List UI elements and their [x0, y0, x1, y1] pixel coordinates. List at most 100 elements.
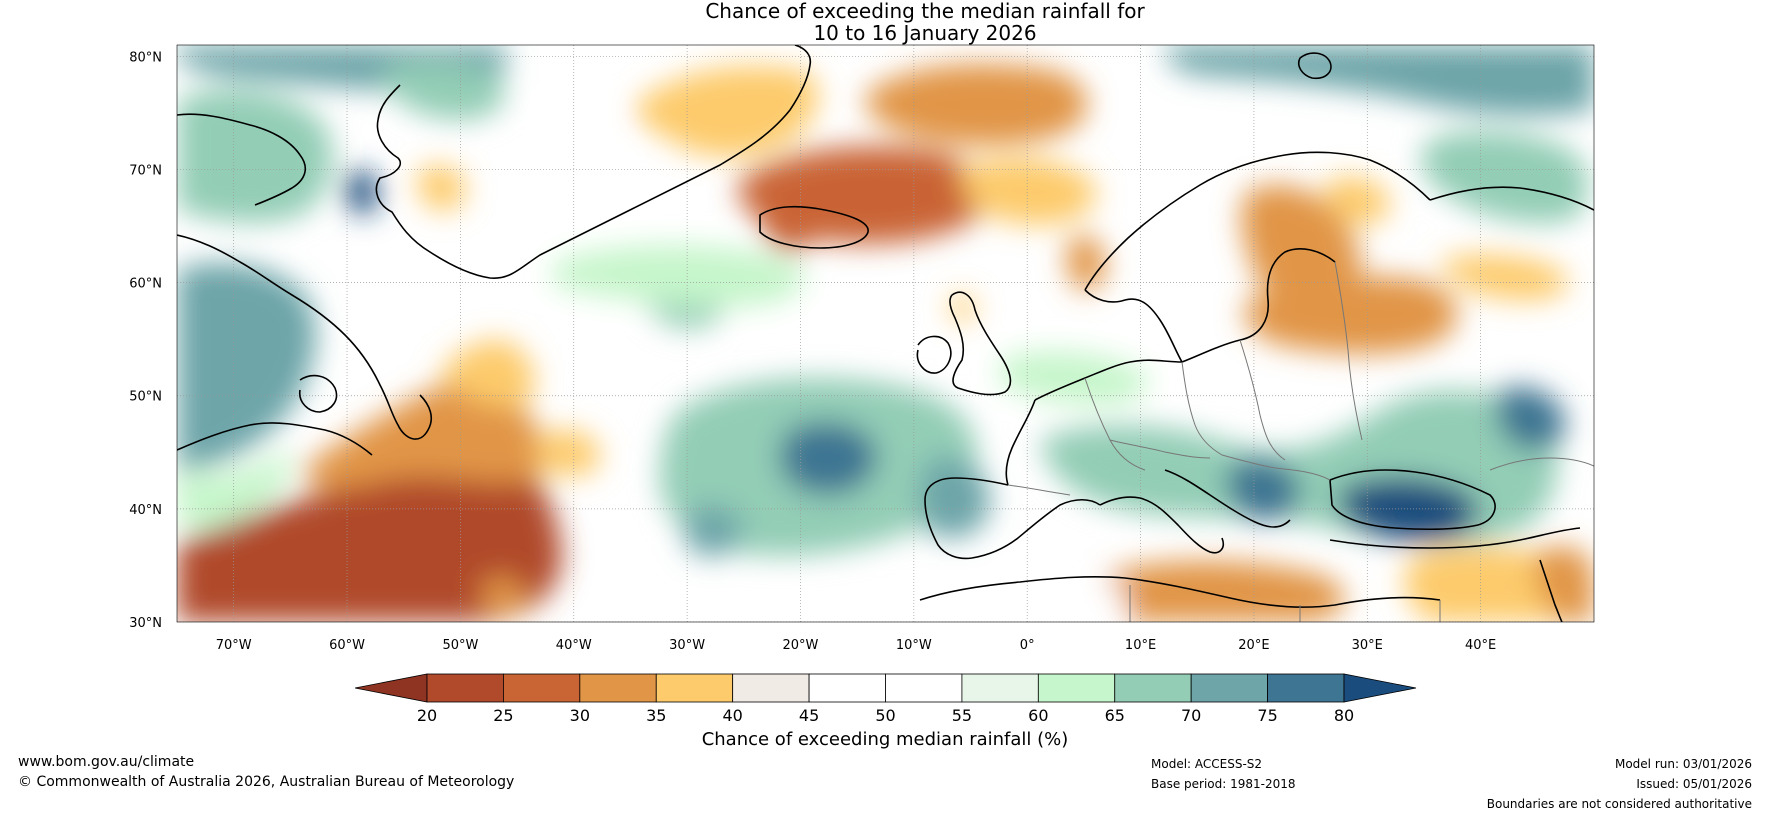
coast-scandinavia — [1084, 151, 1431, 291]
coast-norway-south — [1084, 289, 1183, 363]
coast-nova-scotia — [177, 422, 373, 456]
colorbar-label: Chance of exceeding median rainfall (%) — [702, 729, 1069, 750]
footer-issued: Issued: 05/01/2026 — [1636, 777, 1752, 791]
region-caucasus-wet — [1496, 386, 1566, 451]
colorbar-tick-label: 80 — [1334, 706, 1354, 725]
border-alps — [1109, 439, 1211, 459]
latitude-label: 80°N — [129, 50, 162, 65]
colorbar-tick-label: 65 — [1105, 706, 1125, 725]
latitude-label: 50°N — [129, 390, 162, 405]
region-nw-atlantic-dry-tip — [480, 576, 526, 615]
map-frame — [176, 44, 1595, 623]
border-balkans — [1221, 454, 1331, 481]
colorbar-extension-high — [1343, 673, 1417, 703]
region-balkans-wet — [1226, 457, 1301, 521]
region-neutral-patch-1 — [554, 106, 620, 150]
coast-europe-north — [1034, 359, 1183, 401]
coast-north-africa — [919, 575, 1441, 608]
coastlines — [177, 45, 1594, 622]
colorbar-bin — [579, 673, 657, 703]
region-mid-atlantic-wet — [780, 421, 878, 495]
region-westeuro-light-wet — [1000, 351, 1148, 405]
colorbar: 20 25 30 35 40 45 50 55 60 65 70 75 80 — [354, 673, 1417, 725]
region-western-russia-dry — [1244, 276, 1458, 354]
region-iceland-dry-3 — [960, 157, 1097, 225]
colorbar-tick-label: 50 — [875, 706, 895, 725]
longitude-labels: 70°W 60°W 50°W 40°W 30°W 20°W 10°W 0° 10°E 20°E 30… — [216, 638, 1497, 653]
coast-black-sea — [1329, 469, 1496, 531]
longitude-label: 10°W — [896, 638, 932, 653]
coast-baffin — [177, 113, 307, 206]
longitude-label: 30°W — [669, 638, 705, 653]
longitude-label: 70°W — [216, 638, 252, 653]
map-panel — [177, 45, 1594, 622]
colorbar-tick-label: 60 — [1028, 706, 1048, 725]
border-germany-poland — [1181, 361, 1223, 456]
region-iceland-dry-core — [760, 216, 815, 252]
region-iceland-dry-2 — [865, 64, 1088, 146]
longitude-label: 40°W — [556, 638, 592, 653]
map-title-line-1: Chance of exceeding the median rainfall … — [705, 0, 1145, 23]
longitude-label: 50°W — [442, 638, 478, 653]
region-russia-dry-edge — [1440, 254, 1569, 300]
region-russia-north-wet — [1421, 131, 1588, 224]
latitude-label: 40°N — [129, 503, 162, 518]
region-nw-atlantic-dry-fringe — [440, 339, 535, 407]
coast-great-britain — [949, 291, 1012, 396]
colorbar-tick-label: 55 — [952, 706, 972, 725]
colorbar-tick-label: 70 — [1181, 706, 1201, 725]
longitude-label: 10°E — [1125, 638, 1156, 653]
border-north-africa — [1129, 585, 1441, 622]
region-baffin-wet — [345, 170, 379, 215]
colorbar-bin — [503, 673, 581, 703]
region-neutral-patch-2 — [1090, 585, 1129, 617]
colorbar-bin — [961, 673, 1039, 703]
colorbar-bin — [1114, 673, 1192, 703]
coast-labrador — [177, 234, 432, 440]
colorbar-tick-label: 35 — [646, 706, 666, 725]
footer-copyright: © Commonwealth of Australia 2026, Austra… — [18, 774, 515, 790]
coast-greenland — [375, 45, 812, 279]
coast-baltic — [1181, 248, 1336, 363]
latitude-label: 70°N — [129, 163, 162, 178]
longitude-label: 40°E — [1465, 638, 1496, 653]
coast-adriatic-balkans — [1164, 469, 1291, 528]
colorbar-tick-label: 25 — [493, 706, 513, 725]
colorbar-bin — [1190, 673, 1268, 703]
colorbar-bin — [1267, 673, 1345, 703]
longitude-label: 0° — [1020, 638, 1035, 653]
region-iberia-wet — [919, 457, 990, 539]
region-greenland-sea-dry — [634, 66, 819, 157]
border-france-spain — [1007, 484, 1071, 496]
footer-url[interactable]: www.bom.gov.au/climate — [18, 754, 195, 770]
region-greenland-east-dry — [416, 165, 466, 212]
colorbar-tick-label: 45 — [799, 706, 819, 725]
coast-iberia — [924, 477, 1101, 560]
longitude-label: 20°W — [783, 638, 819, 653]
coast-levant — [1539, 559, 1563, 622]
coast-iceland — [759, 205, 869, 249]
longitude-label: 30°E — [1352, 638, 1383, 653]
colorbar-tick-label: 30 — [570, 706, 590, 725]
region-gulf-wet — [177, 450, 292, 531]
latitude-label: 30°N — [129, 616, 162, 631]
footer-disclaimer: Boundaries are not considered authoritat… — [1486, 797, 1752, 811]
region-atlantic-light-wet — [551, 245, 805, 307]
colorbar-tick-label: 20 — [417, 706, 437, 725]
coast-newfoundland — [298, 374, 338, 413]
region-azores-wet — [684, 506, 742, 557]
coast-france-atlantic — [1005, 399, 1036, 486]
colorbar-bin — [426, 673, 504, 703]
region-barents-wet-fringe — [1166, 45, 1594, 116]
colorbar-bin — [1037, 673, 1116, 703]
coast-italy — [1099, 496, 1225, 554]
region-labrador-wet-fringe — [177, 263, 316, 470]
region-greenland-interior-wet — [380, 61, 506, 120]
map-title-line-2: 10 to 16 January 2026 — [813, 21, 1037, 45]
colorbar-tick-label: 75 — [1257, 706, 1277, 725]
region-nw-atlantic-dry-edge — [300, 380, 547, 490]
latitude-label: 60°N — [129, 277, 162, 292]
coast-barents — [1429, 186, 1594, 211]
colorbar-bin — [732, 673, 810, 703]
